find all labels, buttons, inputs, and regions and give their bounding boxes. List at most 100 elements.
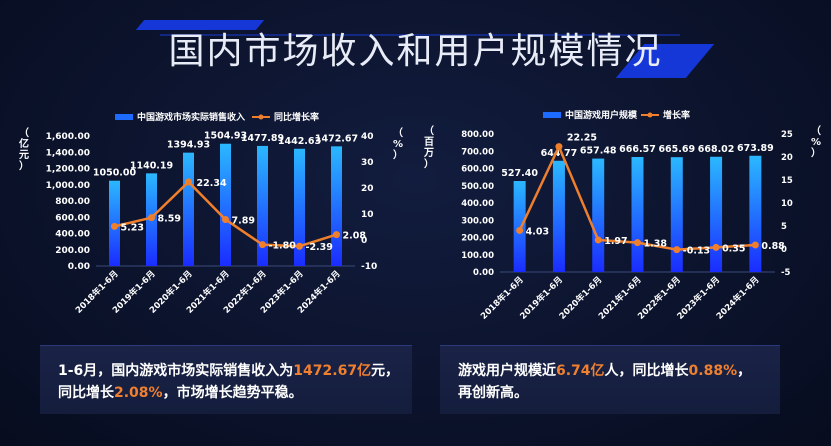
growth-value-label: -1.80 — [269, 241, 297, 252]
y-tick-left: 0.00 — [68, 262, 90, 272]
bar-value-label: 1477.89 — [241, 133, 284, 144]
y-tick-left: 200.00 — [55, 246, 90, 256]
growth-point — [296, 242, 303, 250]
bar — [257, 145, 268, 266]
bar — [710, 156, 723, 272]
y-tick-left: 800.00 — [55, 197, 90, 207]
growth-value-label: 1.38 — [644, 239, 668, 250]
bar-value-label: 1504.93 — [204, 131, 247, 142]
y-tick-left: 800.00 — [461, 130, 494, 140]
y-tick-right: 5 — [781, 222, 787, 232]
user-scale-chart: 中国游戏用户规模 增长率 （百万） （%） 0.00 100.00 200.00 300.00… — [423, 109, 821, 322]
bar — [552, 160, 565, 272]
y-tick-right: -5 — [781, 268, 791, 278]
users-summary-box: 游戏用户规模近6.74亿人，同比增长0.88%， 再创新高。 — [440, 345, 780, 414]
y-axis-left-label: （亿元） — [19, 126, 29, 172]
y-tick-right: 0 — [781, 245, 787, 255]
legend-bar-label: 中国游戏市场实际销售收入 — [137, 111, 245, 123]
y-tick-right: 15 — [781, 176, 793, 186]
legend-line-marker — [647, 112, 653, 118]
y-tick-right: 25 — [781, 130, 793, 140]
bar — [513, 181, 526, 272]
y-tick-right: 20 — [781, 153, 793, 163]
growth-value-label: 5.23 — [121, 222, 144, 233]
growth-value-label: 1.97 — [604, 236, 627, 247]
bar — [670, 157, 683, 272]
title-decoration — [135, 14, 715, 78]
y-tick-left: 600.00 — [461, 165, 494, 175]
bar-value-label: 666.57 — [619, 144, 656, 155]
revenue-summary-text: 1-6月，国内游戏市场实际销售收入为1472.67亿元， 同比增长2.08%，市… — [58, 363, 400, 401]
y-tick-left: 700.00 — [461, 147, 494, 157]
y-tick-right: -10 — [361, 262, 377, 272]
bar — [331, 146, 342, 266]
growth-point — [185, 178, 192, 186]
y-tick-left: 600.00 — [55, 213, 90, 223]
bar-value-label: 1394.93 — [167, 140, 210, 151]
revenue-chart: 中国游戏市场实际销售收入 同比增长率 （亿元） （%） 0.00 200.00 400.00… — [19, 111, 403, 316]
bar-value-label: 1442.63 — [278, 136, 321, 147]
growth-point — [259, 241, 266, 249]
growth-point — [712, 243, 720, 251]
growth-value-label: 22.25 — [567, 133, 597, 144]
y-tick-left: 1,000.00 — [46, 181, 90, 191]
y-axis-left-label: （百万） — [423, 124, 434, 170]
y-tick-right: 0 — [361, 236, 367, 246]
growth-value-label: 4.03 — [526, 226, 549, 237]
legend-bar-label: 中国游戏用户规模 — [565, 109, 638, 121]
bar-value-label: 527.40 — [501, 168, 538, 179]
growth-value-label: 7.89 — [232, 215, 255, 226]
bar-value-label: 673.89 — [737, 143, 774, 154]
y-axis-right-label: （%） — [393, 126, 403, 161]
bar-value-label: 668.02 — [698, 144, 735, 155]
y-tick-right: 20 — [361, 184, 374, 194]
growth-point — [751, 241, 759, 249]
growth-point — [222, 215, 229, 223]
growth-value-label: 2.08 — [343, 231, 367, 242]
legend-bar-swatch — [115, 114, 133, 120]
y-tick-left: 300.00 — [461, 216, 494, 226]
y-tick-left: 1,600.00 — [46, 132, 90, 142]
bar — [183, 152, 194, 266]
y-tick-left: 100.00 — [461, 251, 494, 261]
y-tick-left: 400.00 — [55, 230, 90, 240]
y-tick-left: 0.00 — [473, 268, 494, 278]
y-tick-right: 10 — [361, 210, 374, 220]
y-tick-left: 400.00 — [461, 199, 494, 209]
legend-line-label: 增长率 — [663, 109, 690, 121]
growth-value-label: 0.35 — [722, 243, 745, 254]
bar — [631, 157, 644, 272]
y-axis-right-label: （%） — [811, 124, 821, 159]
growth-value-label: -0.13 — [683, 246, 710, 257]
bar-value-label: 657.48 — [580, 146, 617, 157]
growth-point — [634, 239, 641, 247]
users-summary-text: 游戏用户规模近6.74亿人，同比增长0.88%， 再创新高。 — [458, 363, 752, 401]
bar-value-label: 1472.67 — [315, 133, 358, 144]
bar — [592, 158, 605, 272]
revenue-summary-box: 1-6月，国内游戏市场实际销售收入为1472.67亿元， 同比增长2.08%，市… — [40, 345, 412, 414]
bar-value-label: 644.77 — [541, 148, 578, 159]
y-tick-right: 30 — [361, 158, 374, 168]
bar-value-label: 1140.19 — [130, 160, 173, 171]
legend-line-marker — [258, 114, 264, 120]
growth-point — [516, 226, 524, 234]
page-title: 国内市场收入和用户规模情况 — [168, 31, 663, 72]
growth-point — [594, 236, 602, 244]
growth-value-label: 0.88 — [761, 241, 785, 252]
legend-bar-swatch — [543, 112, 561, 118]
y-tick-left: 500.00 — [461, 182, 494, 192]
growth-point — [148, 214, 155, 222]
bar — [749, 155, 762, 272]
y-tick-left: 1,400.00 — [46, 148, 90, 158]
growth-value-label: -2.39 — [306, 242, 333, 253]
y-tick-left: 1,200.00 — [46, 165, 90, 175]
y-tick-right: 10 — [781, 199, 793, 209]
bar-value-label: 1050.00 — [93, 168, 137, 179]
growth-point — [673, 246, 681, 254]
growth-point — [333, 231, 340, 239]
bar — [220, 143, 231, 266]
y-tick-right: 40 — [361, 132, 374, 142]
bar-value-label: 665.69 — [658, 144, 695, 155]
growth-value-label: 22.34 — [197, 178, 227, 189]
legend-line-label: 同比增长率 — [274, 111, 319, 123]
